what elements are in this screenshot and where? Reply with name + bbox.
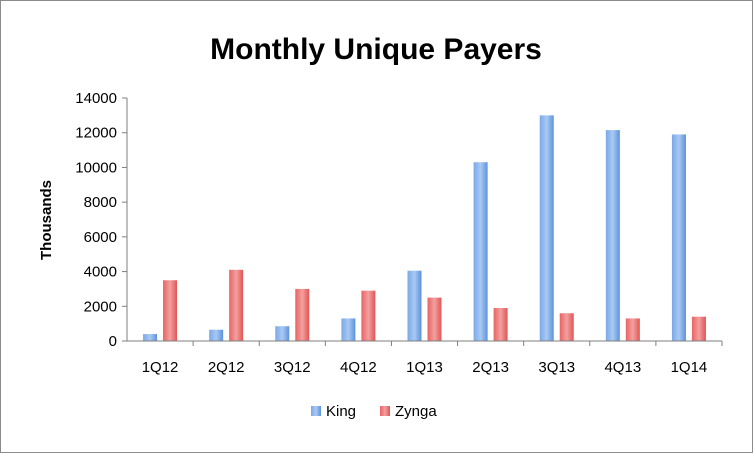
x-tick-label: 1Q14 [671, 359, 708, 376]
y-tick-label: 12000 [75, 125, 117, 142]
bars [143, 115, 706, 341]
bar-king-1q12 [143, 334, 158, 341]
y-tick-label: 14000 [75, 90, 117, 107]
bar-king-4q12 [341, 318, 356, 341]
x-axis-ticks: 1Q12 2Q12 3Q12 4Q12 1Q13 2Q13 3Q13 4Q13 1Q14 [142, 341, 723, 376]
y-tick-label: 0 [109, 333, 117, 350]
x-tick-label: 4Q13 [604, 359, 641, 376]
legend-swatch-king [311, 406, 321, 416]
y-tick-label: 4000 [84, 264, 117, 281]
y-axis-ticks: 0 2000 4000 6000 8000 10000 12000 14000 [75, 90, 127, 350]
x-tick-label: 1Q12 [142, 359, 179, 376]
bar-king-1q13 [407, 270, 422, 341]
x-tick-label: 1Q13 [406, 359, 443, 376]
y-tick-label: 2000 [84, 298, 117, 315]
bar-king-3q12 [275, 326, 290, 341]
y-tick-label: 8000 [84, 194, 117, 211]
bar-king-2q12 [209, 329, 224, 341]
x-tick-label: 3Q13 [538, 359, 575, 376]
bar-zynga-2q13 [493, 308, 508, 341]
bar-zynga-3q13 [559, 313, 574, 341]
y-axis-label: Thousands [38, 180, 55, 260]
legend-label-king: King [326, 403, 356, 420]
bar-zynga-1q13 [427, 297, 442, 341]
y-tick-label: 6000 [84, 229, 117, 246]
legend: King Zynga [311, 403, 437, 420]
x-tick-label: 3Q12 [274, 359, 311, 376]
bar-zynga-2q12 [229, 269, 244, 341]
bar-king-3q13 [539, 115, 554, 341]
bar-king-1q14 [671, 134, 686, 341]
y-tick-label: 10000 [75, 159, 117, 176]
bar-king-4q13 [605, 130, 620, 341]
bar-zynga-1q12 [163, 280, 178, 341]
bar-zynga-1q14 [691, 316, 706, 341]
x-tick-label: 2Q12 [208, 359, 245, 376]
legend-label-zynga: Zynga [395, 403, 437, 420]
chart-title: Monthly Unique Payers [210, 33, 542, 66]
bar-zynga-4q12 [361, 290, 376, 341]
bar-zynga-4q13 [625, 318, 640, 341]
x-tick-label: 2Q13 [472, 359, 509, 376]
bar-king-2q13 [473, 162, 488, 341]
bar-zynga-3q12 [295, 288, 310, 341]
x-tick-label: 4Q12 [340, 359, 377, 376]
legend-swatch-zynga [380, 406, 390, 416]
